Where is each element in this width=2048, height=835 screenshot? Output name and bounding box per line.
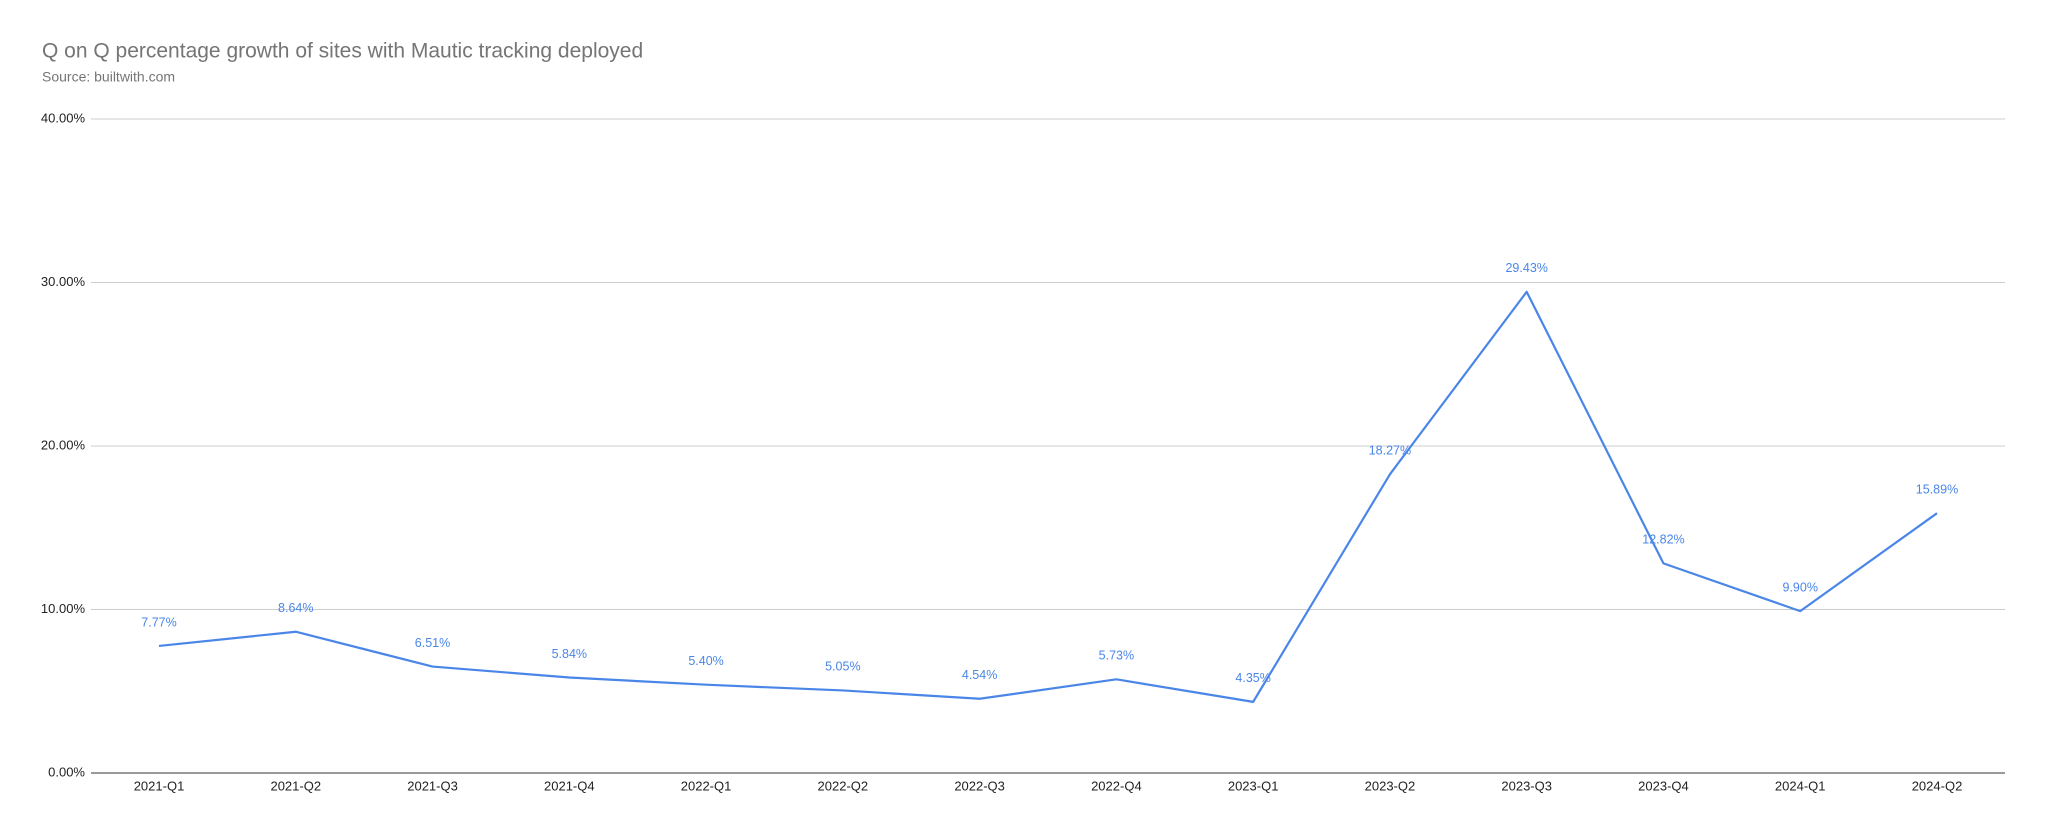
data-label: 8.64% <box>278 601 313 615</box>
data-label: 5.84% <box>552 647 587 661</box>
y-tick-label: 40.00% <box>41 110 86 125</box>
data-line <box>158 290 1938 703</box>
data-label: 5.40% <box>688 654 723 668</box>
data-label: 15.89% <box>1916 482 1958 496</box>
x-tick-label: 2023-Q1 <box>1228 778 1279 793</box>
x-tick-label: 2021-Q4 <box>544 778 595 793</box>
y-tick-label: 20.00% <box>41 437 86 452</box>
data-label: 5.05% <box>825 660 860 674</box>
x-tick-label: 2022-Q1 <box>681 778 732 793</box>
chart-subtitle: Source: builtwith.com <box>42 69 175 85</box>
data-label: 18.27% <box>1369 444 1411 458</box>
x-tick-label: 2022-Q2 <box>818 778 869 793</box>
x-tick-label: 2023-Q3 <box>1501 778 1552 793</box>
data-label: 9.90% <box>1783 580 1818 594</box>
x-tick-label: 2023-Q4 <box>1638 778 1689 793</box>
chart-title: Q on Q percentage growth of sites with M… <box>42 40 643 63</box>
y-tick-label: 0.00% <box>48 764 85 779</box>
x-tick-label: 2022-Q4 <box>1091 778 1142 793</box>
y-tick-label: 10.00% <box>41 601 86 616</box>
x-tick-label: 2023-Q2 <box>1365 778 1416 793</box>
data-label: 5.73% <box>1099 649 1134 663</box>
x-tick-label: 2021-Q2 <box>270 778 321 793</box>
x-tick-label: 2024-Q1 <box>1775 778 1826 793</box>
x-tick-label: 2021-Q3 <box>407 778 458 793</box>
data-label: 4.54% <box>962 668 997 682</box>
data-label: 4.35% <box>1235 671 1270 685</box>
y-tick-label: 30.00% <box>41 274 86 289</box>
x-tick-label: 2021-Q1 <box>134 778 185 793</box>
x-tick-label: 2024-Q2 <box>1912 778 1963 793</box>
data-label: 29.43% <box>1505 261 1547 275</box>
x-tick-label: 2022-Q3 <box>954 778 1005 793</box>
data-label: 12.82% <box>1642 533 1684 547</box>
data-label: 7.77% <box>141 615 176 629</box>
data-label: 6.51% <box>415 636 450 650</box>
